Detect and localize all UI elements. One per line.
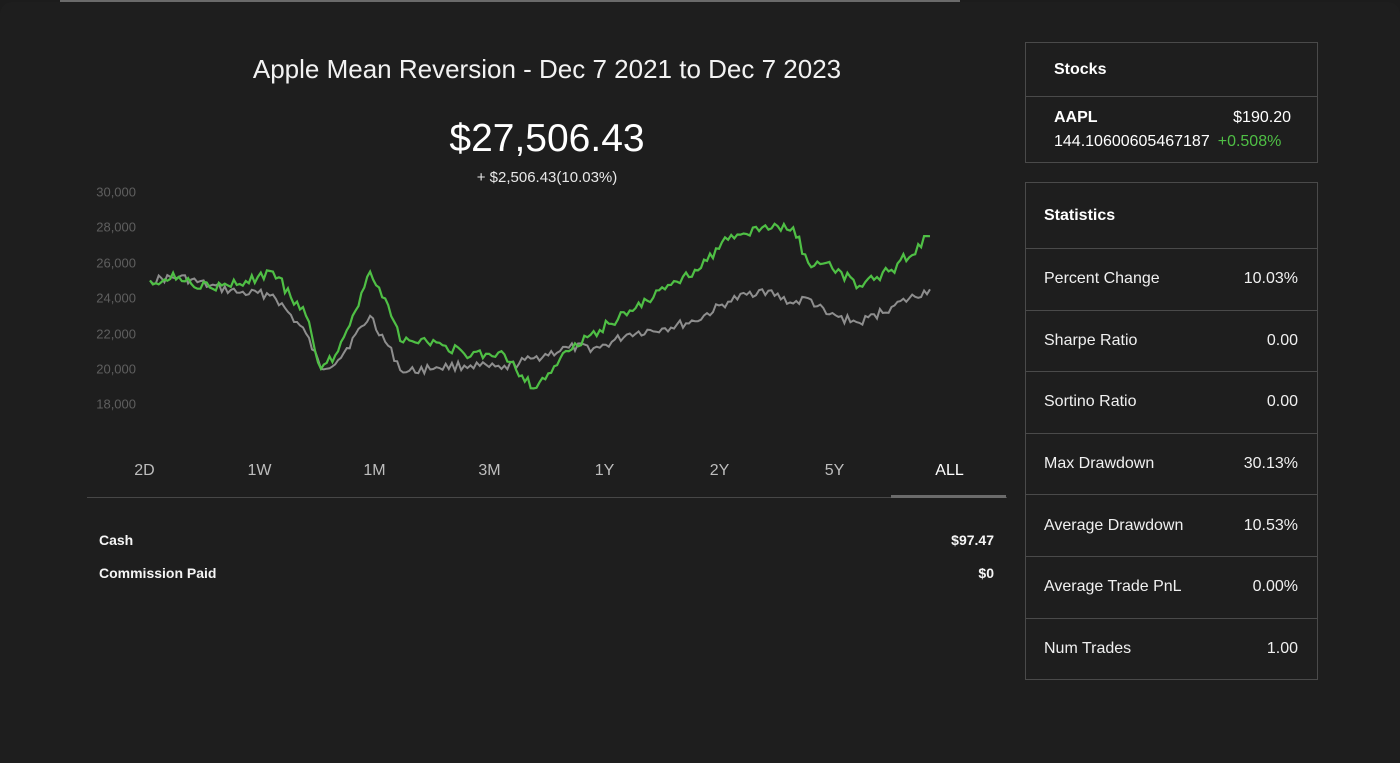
stocks-card: Stocks AAPL $190.20 144.10600605467187 +… bbox=[1025, 42, 1318, 163]
y-axis-ticks: 30,000 28,000 26,000 24,000 22,000 20,000 18,0… bbox=[80, 185, 140, 422]
stat-row-sharpe-ratio: Sharpe Ratio 0.00 bbox=[1026, 311, 1317, 373]
stat-row-percent-change: Percent Change 10.03% bbox=[1026, 249, 1317, 311]
active-tab-indicator bbox=[891, 495, 1006, 498]
tab-range-1m[interactable]: 1M bbox=[363, 462, 386, 479]
stat-value: 0.00% bbox=[1252, 578, 1298, 596]
tab-range-all[interactable]: ALL bbox=[935, 462, 964, 479]
stat-row-sortino-ratio: Sortino Ratio 0.00 bbox=[1026, 372, 1317, 434]
stat-value: 30.13% bbox=[1243, 455, 1298, 473]
stat-row-num-trades: Num Trades 1.00 bbox=[1026, 619, 1317, 681]
y-tick-label: 22,000 bbox=[96, 326, 136, 342]
stat-value: 10.03% bbox=[1243, 270, 1298, 288]
stock-detail-row: 144.10600605467187 +0.508% bbox=[1054, 133, 1291, 151]
stat-label: Percent Change bbox=[1044, 270, 1160, 288]
stat-label: Sortino Ratio bbox=[1044, 393, 1137, 411]
commission-value: $0 bbox=[978, 565, 994, 581]
tab-range-1y[interactable]: 1Y bbox=[594, 462, 615, 479]
stat-row-max-drawdown: Max Drawdown 30.13% bbox=[1026, 434, 1317, 496]
tab-range-2y[interactable]: 2Y bbox=[709, 462, 730, 479]
tab-divider bbox=[87, 497, 1007, 498]
y-tick-label: 24,000 bbox=[96, 290, 136, 306]
stat-value: 0.00 bbox=[1266, 393, 1298, 411]
commission-row: Commission Paid $0 bbox=[99, 565, 994, 581]
commission-label: Commission Paid bbox=[99, 565, 217, 581]
y-tick-label: 30,000 bbox=[96, 184, 136, 200]
stock-change: +0.508% bbox=[1217, 133, 1282, 150]
tab-range-1w[interactable]: 1W bbox=[247, 462, 272, 479]
stat-label: Max Drawdown bbox=[1044, 455, 1155, 473]
cash-value: $97.47 bbox=[951, 532, 994, 548]
y-tick-label: 28,000 bbox=[96, 219, 136, 235]
cash-row: Cash $97.47 bbox=[99, 532, 994, 548]
performance-chart bbox=[149, 221, 931, 390]
stat-value: 1.00 bbox=[1266, 640, 1298, 658]
series-line-strategy bbox=[149, 221, 931, 390]
y-tick-label: 18,000 bbox=[96, 396, 136, 412]
stocks-heading: Stocks bbox=[1026, 43, 1317, 97]
time-range-tabs: 2D 1W 1M 3M 1Y 2Y 5Y ALL bbox=[87, 457, 1007, 499]
stat-label: Average Drawdown bbox=[1044, 516, 1184, 534]
portfolio-value: $27,506.43 bbox=[449, 117, 645, 160]
stock-price: $190.20 bbox=[1233, 109, 1291, 126]
statistics-card: Statistics Percent Change 10.03% Sharpe Ra… bbox=[1025, 182, 1318, 680]
tab-range-3m[interactable]: 3M bbox=[478, 462, 501, 479]
stat-label: Num Trades bbox=[1044, 640, 1132, 658]
stat-row-average-drawdown: Average Drawdown 10.53% bbox=[1026, 495, 1317, 557]
series-line-benchmark bbox=[149, 273, 931, 377]
stat-value: 0.00 bbox=[1266, 331, 1298, 349]
tab-range-2d[interactable]: 2D bbox=[134, 462, 155, 479]
background-window-edge bbox=[60, 0, 960, 2]
stat-value: 10.53% bbox=[1243, 516, 1298, 534]
stat-label: Average Trade PnL bbox=[1044, 578, 1182, 596]
stock-item-aapl[interactable]: AAPL $190.20 bbox=[1054, 109, 1291, 127]
page-title: Apple Mean Reversion - Dec 7 2021 to Dec… bbox=[252, 54, 842, 84]
statistics-list: Percent Change 10.03% Sharpe Ratio 0.00 Sort… bbox=[1026, 249, 1317, 680]
y-tick-label: 26,000 bbox=[96, 255, 136, 271]
portfolio-change: + $2,506.43(10.03%) bbox=[476, 169, 618, 186]
y-tick-label: 20,000 bbox=[96, 361, 136, 377]
cash-label: Cash bbox=[99, 532, 134, 548]
stat-row-average-trade-pnl: Average Trade PnL 0.00% bbox=[1026, 557, 1317, 619]
tab-range-5y[interactable]: 5Y bbox=[824, 462, 845, 479]
statistics-heading: Statistics bbox=[1026, 183, 1317, 249]
stat-label: Sharpe Ratio bbox=[1044, 331, 1138, 349]
stock-quantity: 144.10600605467187 bbox=[1054, 133, 1210, 150]
stock-symbol: AAPL bbox=[1054, 109, 1098, 126]
